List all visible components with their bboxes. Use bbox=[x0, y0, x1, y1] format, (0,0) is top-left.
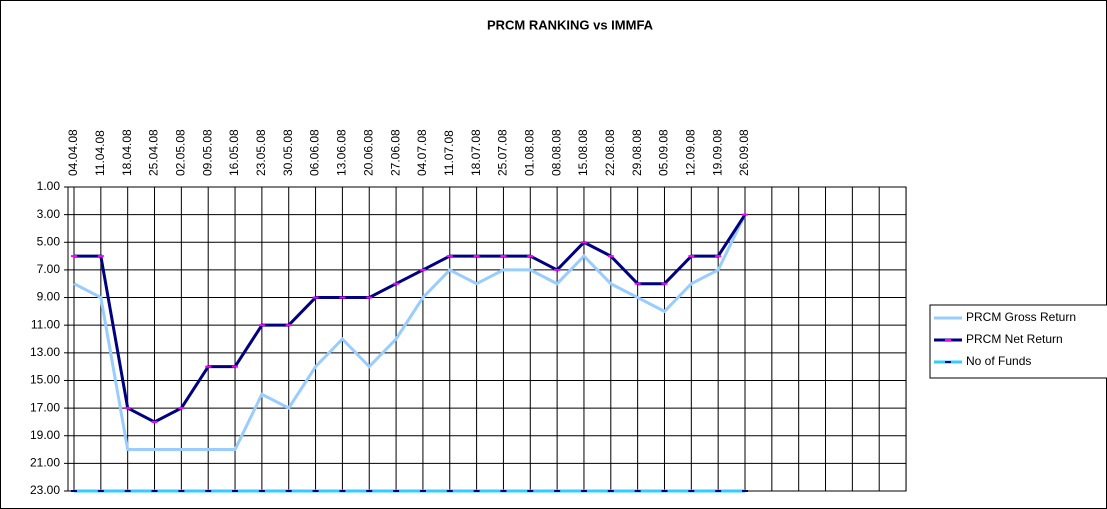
x-tick-label: 11.04.08 bbox=[93, 130, 107, 176]
plot-area bbox=[67, 186, 907, 492]
y-tick-label: 13.00 bbox=[30, 345, 60, 359]
y-tick-label: 23.00 bbox=[30, 483, 60, 497]
y-tick-label: 19.00 bbox=[30, 428, 60, 442]
x-tick-label: 04.07.08 bbox=[415, 129, 429, 176]
x-tick-label: 06.06.08 bbox=[308, 129, 322, 176]
x-tick-label: 05.09.08 bbox=[657, 129, 671, 176]
y-tick-label: 3.00 bbox=[37, 207, 61, 221]
x-tick-label: 18.07.08 bbox=[469, 129, 483, 176]
x-tick-label: 12.09.08 bbox=[683, 129, 697, 176]
x-tick-label: 18.04.08 bbox=[120, 129, 134, 176]
x-tick-label: 25.07.08 bbox=[496, 129, 510, 176]
x-tick-label: 19.09.08 bbox=[710, 129, 724, 176]
x-tick-label: 01.08.08 bbox=[522, 129, 536, 176]
x-tick-label: 29.08.08 bbox=[630, 129, 644, 176]
x-tick-label: 16.05.08 bbox=[227, 129, 241, 176]
x-tick-label: 08.08.08 bbox=[549, 129, 563, 176]
x-tick-label: 20.06.08 bbox=[361, 129, 375, 176]
legend-label: PRCM Net Return bbox=[966, 332, 1063, 346]
x-tick-label: 13.06.08 bbox=[335, 129, 349, 176]
x-tick-label: 11.07.08 bbox=[442, 130, 456, 176]
x-tick-label: 02.05.08 bbox=[174, 129, 188, 176]
x-tick-label: 26.09.08 bbox=[737, 129, 751, 176]
y-tick-label: 17.00 bbox=[30, 400, 60, 414]
x-tick-label: 22.08.08 bbox=[603, 129, 617, 176]
x-tick-label: 25.04.08 bbox=[147, 129, 161, 176]
series-line bbox=[74, 213, 747, 424]
y-tick-label: 11.00 bbox=[31, 317, 60, 331]
y-tick-label: 15.00 bbox=[30, 373, 60, 387]
x-tick-label: 04.04.08 bbox=[66, 129, 80, 176]
x-tick-label: 30.05.08 bbox=[281, 129, 295, 176]
x-tick-label: 23.05.08 bbox=[254, 129, 268, 176]
y-tick-label: 5.00 bbox=[37, 234, 61, 248]
y-tick-label: 9.00 bbox=[37, 290, 61, 304]
y-tick-label: 21.00 bbox=[30, 456, 60, 470]
legend-label: PRCM Gross Return bbox=[966, 310, 1076, 324]
y-tick-label: 7.00 bbox=[37, 262, 61, 276]
legend-label: No of Funds bbox=[966, 354, 1031, 368]
x-tick-label: 15.08.08 bbox=[576, 129, 590, 176]
chart-title: PRCM RANKING vs IMMFA bbox=[487, 17, 654, 32]
x-tick-label: 27.06.08 bbox=[388, 129, 402, 176]
y-tick-label: 1.00 bbox=[37, 179, 61, 193]
x-tick-label: 09.05.08 bbox=[200, 129, 214, 176]
series-line bbox=[73, 213, 747, 452]
